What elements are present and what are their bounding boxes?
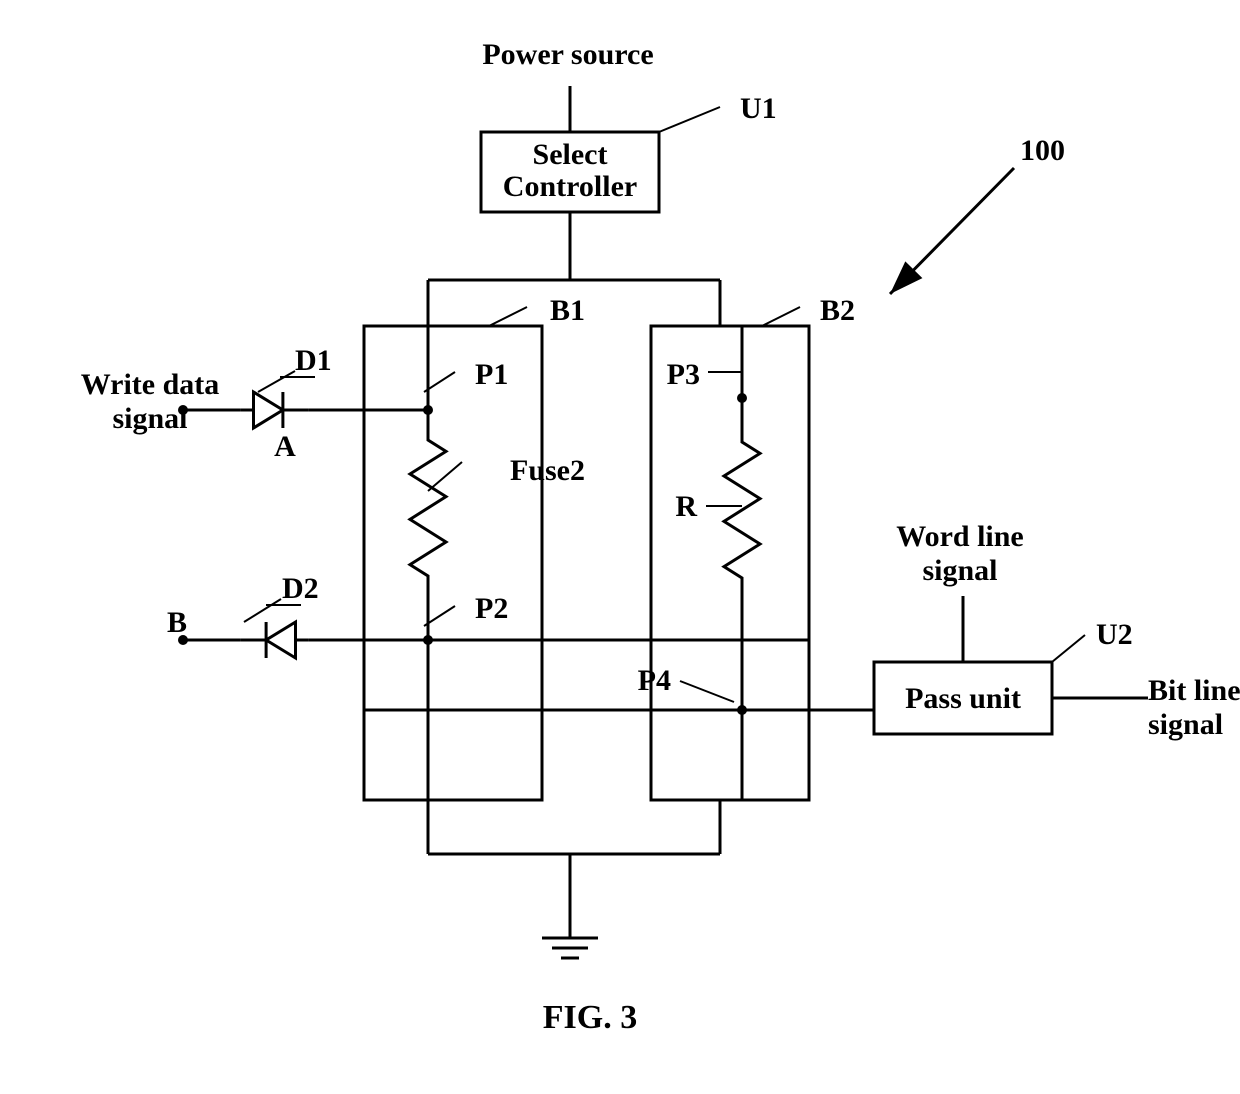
label-P1: P1	[475, 358, 508, 391]
label-B2: B2	[820, 294, 855, 327]
label-U2: U2	[1096, 618, 1133, 651]
leader-D2	[244, 599, 281, 622]
label-B1: B1	[550, 294, 585, 327]
branch-box-B1	[364, 326, 542, 800]
label-B: B	[167, 606, 187, 639]
leader-P4	[680, 681, 734, 702]
leader-fuse2	[428, 462, 462, 491]
leader-u1	[659, 107, 720, 132]
label-D1: D1	[295, 344, 332, 377]
label-fuse2: Fuse2	[510, 454, 585, 487]
diode-triangle	[254, 392, 283, 428]
label-select: Select	[533, 138, 608, 171]
label-controller: Controller	[503, 170, 637, 203]
label-P3: P3	[667, 358, 700, 391]
zigzag-resistor	[724, 432, 760, 588]
label-word-line-2: signal	[922, 554, 997, 587]
label-write-data-1: Write data	[81, 368, 220, 401]
zigzag-resistor	[410, 430, 446, 586]
label-pass-unit: Pass unit	[905, 682, 1021, 715]
leader-B1	[489, 307, 527, 326]
diode-triangle	[266, 622, 295, 658]
leader-U2	[1052, 635, 1085, 662]
label-100: 100	[1020, 134, 1065, 167]
figure-caption: FIG. 3	[543, 999, 637, 1036]
label-bit-line-1: Bit line	[1148, 674, 1240, 707]
label-word-line-1: Word line	[896, 520, 1024, 553]
label-A: A	[274, 430, 296, 463]
label-P4: P4	[638, 664, 671, 697]
label-write-data-2: signal	[112, 402, 187, 435]
label-U1: U1	[740, 92, 777, 125]
leader-D1	[258, 371, 295, 392]
label-P2: P2	[475, 592, 508, 625]
label-bit-line-2: signal	[1148, 708, 1223, 741]
leader-B2	[762, 307, 800, 326]
label-R: R	[675, 490, 697, 523]
label-power-source: Power source	[482, 38, 653, 71]
label-D2: D2	[282, 572, 319, 605]
